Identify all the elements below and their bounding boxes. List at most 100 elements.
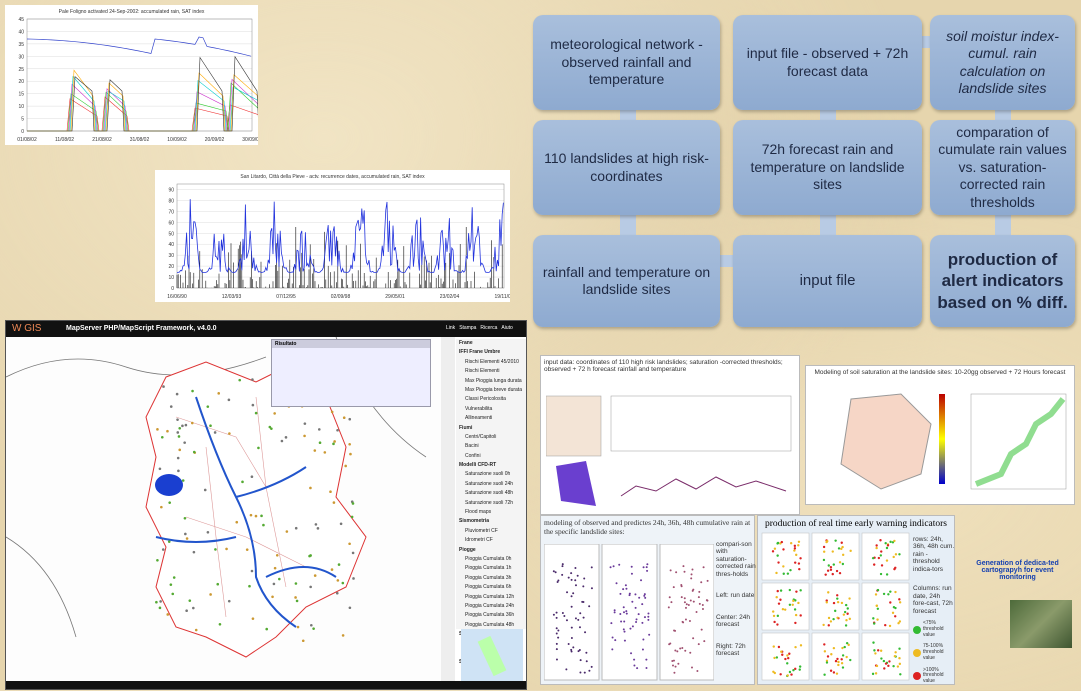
landslide-point (342, 582, 345, 585)
layer-item[interactable]: Pioggia Cumulata 12h (459, 593, 526, 602)
layer-item[interactable]: Confini (459, 452, 526, 461)
indicator-point (772, 550, 774, 552)
gis-link[interactable]: Aiuto (501, 325, 512, 331)
layer-item[interactable]: Vulnerabilita (459, 405, 526, 414)
panel-figures (546, 391, 796, 511)
layer-item[interactable]: Allineamenti (459, 414, 526, 423)
layer-group[interactable]: Piogge (459, 546, 526, 555)
layer-item[interactable]: Centri/Capitoli (459, 433, 526, 442)
indicator-map (812, 583, 859, 630)
landslide-point (178, 435, 181, 438)
layer-item[interactable]: Pioggia Cumulata 3h (459, 574, 526, 583)
indicator-point (846, 613, 848, 615)
results-title: Risultato (272, 340, 430, 348)
gis-link[interactable]: Ricerca (480, 325, 497, 331)
colorbar (939, 394, 945, 484)
indicator-point (839, 572, 841, 574)
layer-item[interactable]: Bacini (459, 442, 526, 451)
indicator-point (849, 659, 851, 661)
figure (546, 396, 601, 456)
point (583, 578, 585, 580)
point (610, 622, 612, 624)
indicator-point (799, 589, 801, 591)
layer-group[interactable]: IFFI Frane Umbre (459, 348, 526, 357)
indicator-point (899, 673, 901, 675)
layer-item[interactable]: Rischi Elementi 45/2010 (459, 358, 526, 367)
layer-item[interactable]: Max Pioggia breve durata (459, 386, 526, 395)
point (682, 565, 684, 567)
layer-item[interactable]: Pioggia Cumulata 6h (459, 583, 526, 592)
point (611, 648, 613, 650)
layer-item[interactable]: Pioggia Cumulata 36h (459, 611, 526, 620)
layer-item[interactable]: Saturazione suoli 24h (459, 480, 526, 489)
landslide-point (294, 596, 297, 599)
point (677, 663, 679, 665)
indicator-point (889, 541, 891, 543)
layer-item[interactable]: Pioggia Cumulata 1h (459, 564, 526, 573)
point (681, 585, 683, 587)
landslide-point (295, 527, 298, 530)
gis-link[interactable]: Stampa (459, 325, 476, 331)
indicator-point (880, 550, 882, 552)
point (584, 672, 586, 674)
landslide-point (252, 617, 255, 620)
point (685, 618, 687, 620)
gis-link[interactable]: Link (446, 325, 455, 331)
point (553, 614, 555, 616)
point (675, 666, 677, 668)
indicator-point (823, 546, 825, 548)
landslide-point (250, 514, 253, 517)
point (640, 579, 642, 581)
point (571, 579, 573, 581)
layer-item[interactable]: Saturazione suoli 72h (459, 499, 526, 508)
page: {"chart_data":[ {"type":"line","title":"… (0, 0, 1081, 690)
point (620, 621, 622, 623)
x-tick-label: 23/02/04 (440, 294, 460, 300)
landslide-point (191, 422, 194, 425)
indicator-point (883, 593, 885, 595)
point (646, 566, 648, 568)
point (644, 597, 646, 599)
layer-group[interactable]: Modelli CFD-RT (459, 461, 526, 470)
layer-item[interactable]: Flood maps (459, 508, 526, 517)
flow-box: production of alert indicators based on … (930, 235, 1075, 327)
layer-item[interactable]: Max Pioggia lunga durata (459, 377, 526, 386)
point (614, 609, 616, 611)
point (588, 670, 590, 672)
landslide-point (181, 425, 184, 428)
flow-box: soil moistur index- cumul. rain calculat… (930, 15, 1075, 110)
indicator-point (875, 672, 877, 674)
point (645, 659, 647, 661)
point (584, 631, 586, 633)
indicator-point (833, 647, 835, 649)
landslide-point (331, 411, 334, 414)
indicator-point (884, 624, 886, 626)
layer-item[interactable]: Saturazione suoli 0h (459, 470, 526, 479)
layer-group[interactable]: Fiumi (459, 424, 526, 433)
layer-item[interactable]: Rischi Elementi (459, 367, 526, 376)
note: Right: 72h forecast (716, 643, 756, 658)
landslide-point (228, 432, 231, 435)
indicator-point (795, 590, 797, 592)
layer-group[interactable]: Sismometria (459, 517, 526, 526)
layer-group[interactable]: Frane (459, 339, 526, 348)
layer-item[interactable]: Classi Pericolosita (459, 395, 526, 404)
point (624, 631, 626, 633)
layer-item[interactable]: Pioggia Cumulata 0h (459, 555, 526, 564)
layer-item[interactable]: Pluviometri CF (459, 527, 526, 536)
point (700, 581, 702, 583)
layer-item[interactable]: Idrometri CF (459, 536, 526, 545)
flow-box: meteorological network - observed rainfa… (533, 15, 720, 110)
indicator-point (841, 546, 843, 548)
indicator-point (877, 649, 879, 651)
layer-item[interactable]: Pioggia Cumulata 24h (459, 602, 526, 611)
indicator-point (842, 554, 844, 556)
panel-input: input data: coordinates of 110 high risk… (540, 355, 800, 515)
layer-item[interactable]: Saturazione suoli 48h (459, 489, 526, 498)
indicator-point (889, 601, 891, 603)
landslide-point (348, 443, 351, 446)
landslide-point (192, 607, 195, 610)
point (561, 574, 563, 576)
indicator-point (778, 602, 780, 604)
toolbar[interactable] (441, 337, 455, 683)
